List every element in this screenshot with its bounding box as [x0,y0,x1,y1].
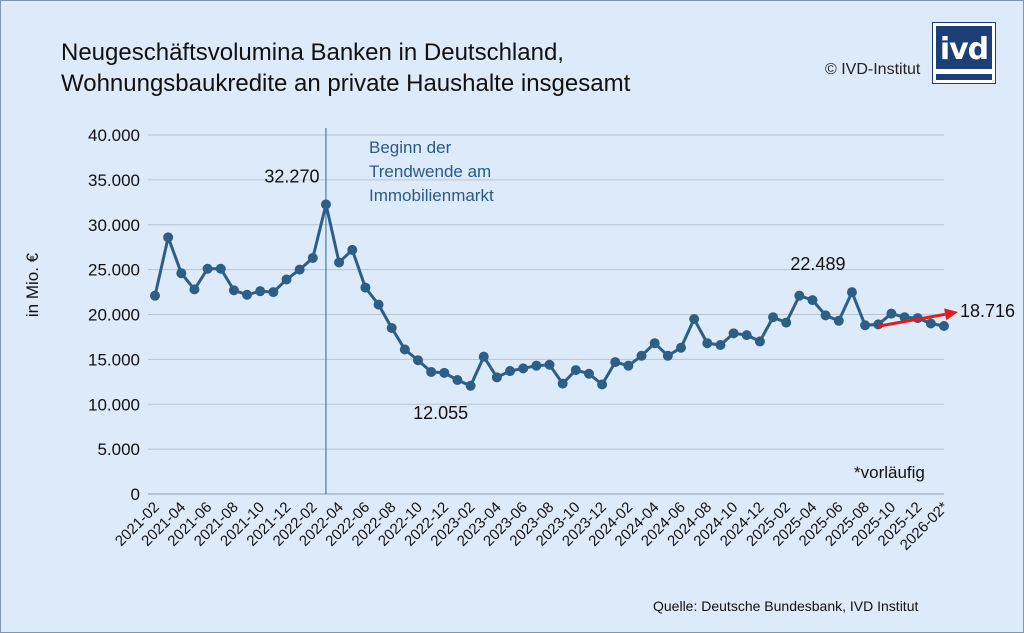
data-point [557,378,568,389]
data-point [570,365,581,376]
y-axis-ticks: 0 5.000 10.000 15.000 20.000 25.000 30.000 35.0… [88,126,140,504]
data-point [846,287,857,298]
data-point [189,284,200,295]
data-point [215,263,226,274]
y-tick-label: 40.000 [88,126,140,145]
data-point [399,344,410,355]
data-point [807,295,818,306]
data-point [347,244,358,255]
data-point [702,338,713,349]
data-point [491,372,502,383]
data-point [820,310,831,321]
data-point [715,340,726,351]
y-tick-label: 20.000 [88,306,140,325]
data-point [662,350,673,361]
logo-text: ivd [939,32,989,67]
title-line-2: Wohnungsbaukredite an private Haushalte … [61,70,631,97]
data-point [518,363,529,374]
data-point [610,357,621,368]
annotation-line-1: Beginn der [369,138,452,157]
source-text: Quelle: Deutsche Bundesbank, IVD Institu… [653,598,919,614]
data-point [294,264,305,275]
title-line-1: Neugeschäftsvolumina Banken in Deutschla… [61,39,564,66]
data-point [531,360,542,371]
data-point [373,299,384,310]
data-point [505,366,516,377]
data-point [386,322,397,333]
data-point [676,342,686,353]
data-label: 32.270 [264,166,319,186]
data-point [176,268,187,279]
data-label: 22.489 [790,254,845,274]
data-point [307,252,318,263]
data-point [202,263,213,274]
data-point [465,380,476,391]
data-point [163,232,174,243]
data-point [426,366,437,377]
data-points [150,199,949,391]
data-point [320,199,331,210]
data-point [583,368,594,379]
data-point [228,285,239,296]
data-point [741,330,752,341]
data-point [452,375,463,386]
data-point [768,312,779,323]
x-axis-ticks: 2021-022021-042021-062021-082021-102021-… [112,499,952,554]
data-point [478,351,489,362]
data-label: 18.716 [960,301,1015,321]
logo-underline [936,69,992,74]
data-point [728,328,739,339]
data-labels: 32.270 12.055 22.489 18.716 [264,166,1015,422]
annotation-line-3: Immobilienmarkt [369,186,494,205]
y-tick-label: 15.000 [88,350,140,369]
data-point [360,282,371,293]
y-tick-label: 5.000 [97,440,140,459]
data-point [860,320,871,331]
data-point [242,289,253,300]
data-point [689,313,700,324]
y-tick-label: 35.000 [88,171,140,190]
ivd-logo: ivd [933,23,995,83]
y-axis-label: in Mio. € [23,252,42,317]
grid-lines [148,134,944,495]
trend-arrow-shaft [877,312,946,328]
trend-annotation: Beginn der Trendwende am Immobilienmarkt [369,138,494,205]
data-label: 12.055 [413,403,468,423]
y-tick-label: 0 [131,485,140,504]
data-point [925,318,936,329]
data-point [150,290,160,301]
data-point [636,350,647,361]
data-point [781,317,792,328]
trend-arrow [877,308,958,328]
chart-title: Neugeschäftsvolumina Banken in Deutschla… [61,37,630,99]
preliminary-note: *vorläufig [854,463,925,482]
data-point [255,286,266,297]
data-point [833,315,844,326]
data-point [439,367,450,378]
data-point [281,274,292,285]
annotation-line-2: Trendwende am [369,162,491,181]
data-point [754,336,765,347]
data-point [939,321,949,332]
copyright-text: © IVD-Institut [825,61,921,78]
data-point [413,355,423,366]
data-point [623,360,634,371]
data-point [334,257,345,268]
data-point [544,359,555,370]
data-point [886,308,897,319]
trend-arrow-head [944,308,958,321]
data-point [268,287,279,298]
data-point [794,290,805,301]
y-tick-label: 10.000 [88,395,140,414]
data-point [597,379,608,390]
y-tick-label: 30.000 [88,216,140,235]
y-tick-label: 25.000 [88,261,140,280]
data-point [649,338,660,349]
